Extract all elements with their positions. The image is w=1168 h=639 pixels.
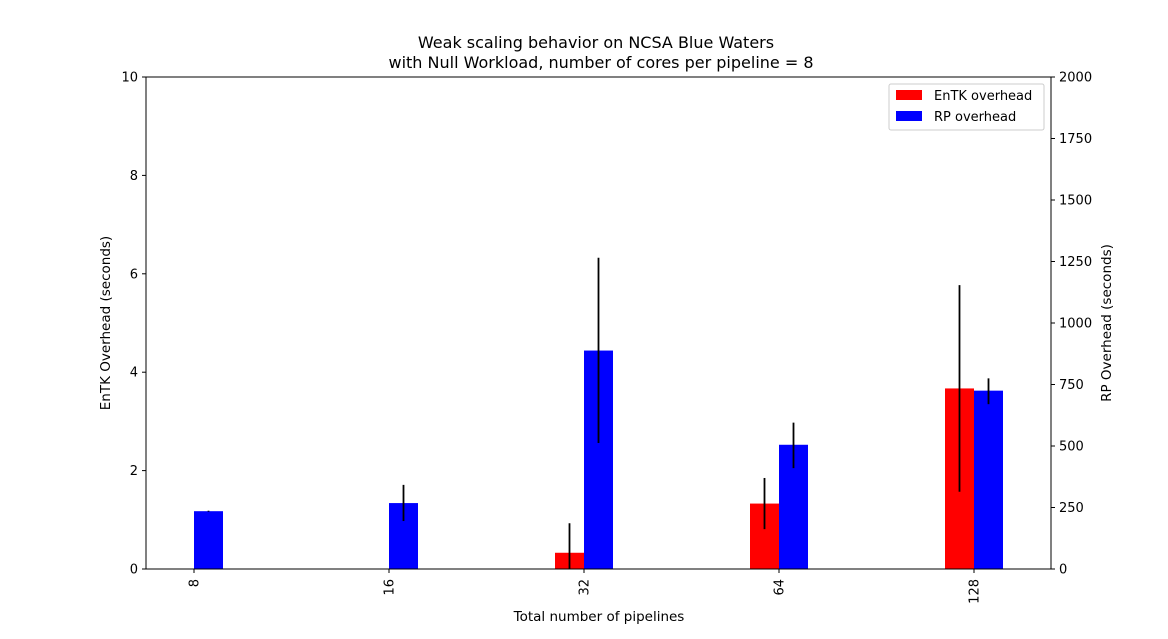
left-y-tick-label: 2 [130,464,138,479]
x-axis: 8 16 32 64 128 [188,569,983,604]
right-y-tick-label: 1500 [1059,194,1092,209]
right-y-tick-label: 1750 [1059,132,1092,147]
right-y-tick-label: 2000 [1059,71,1092,86]
legend-swatch-entk [896,90,922,100]
legend-swatch-rp [896,111,922,121]
right-y-tick-label: 1000 [1059,317,1092,332]
left-y-tick-label: 10 [121,71,138,86]
right-y-tick-label: 1250 [1059,255,1092,270]
left-y-tick-label: 4 [130,366,138,381]
right-y-axis-label: RP Overhead (seconds) [1099,244,1115,402]
right-y-tick-label: 250 [1059,501,1084,516]
chart-title-line-2: with Null Workload, number of cores per … [388,53,813,72]
x-axis-label: Total number of pipelines [513,609,685,625]
right-y-tick-label: 0 [1059,563,1067,578]
legend-label-entk: EnTK overhead [934,89,1032,104]
error-bars-group [207,257,990,569]
legend-frame [888,83,1045,131]
left-y-tick-label: 8 [130,169,138,184]
x-tick-label-8: 8 [188,579,203,587]
left-y-axis: 0 2 4 6 8 10 [121,71,146,578]
right-y-tick-label: 750 [1059,378,1084,393]
x-tick-label-128: 128 [968,579,983,604]
x-tick-label-64: 64 [773,579,788,596]
bars-group [194,350,1003,569]
x-tick-label-32: 32 [578,579,593,596]
legend: EnTK overhead RP overhead [888,83,1045,131]
left-y-tick-label: 0 [130,563,138,578]
right-y-tick-label: 500 [1059,440,1084,455]
bar-rp-8 [194,511,223,569]
left-y-axis-label: EnTK Overhead (seconds) [98,236,114,410]
right-y-axis: 0 250 500 750 1000 1250 1500 1750 2000 [1051,71,1092,578]
legend-label-rp: RP overhead [934,110,1016,125]
bar-rp-128 [974,390,1003,569]
x-tick-label-16: 16 [383,579,398,596]
left-y-tick-label: 6 [130,267,138,282]
chart-title-line-1: Weak scaling behavior on NCSA Blue Water… [418,33,774,52]
